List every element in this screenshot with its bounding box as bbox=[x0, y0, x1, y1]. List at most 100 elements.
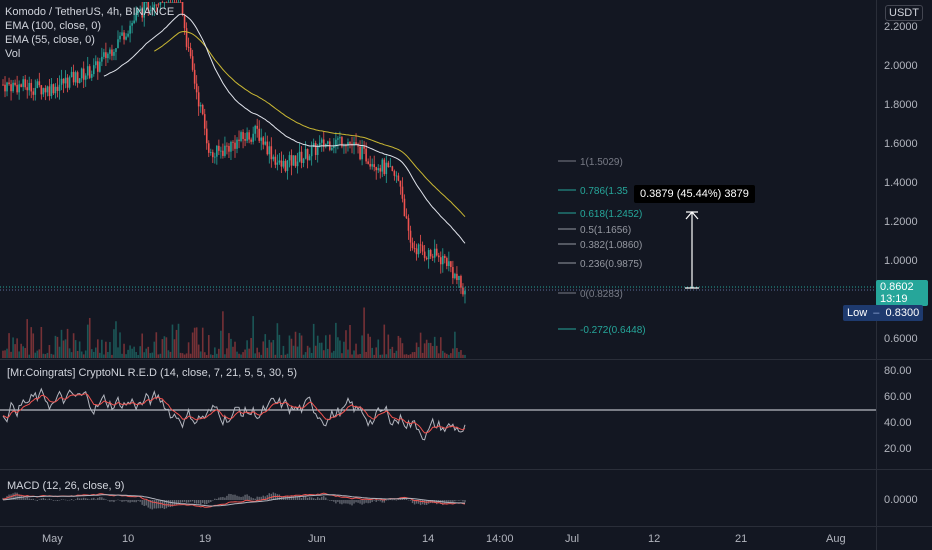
volume-bar bbox=[66, 328, 69, 358]
candle-body bbox=[260, 137, 263, 141]
time-axis[interactable]: May 10 19 Jun 14 14:00 Jul 12 21 Aug bbox=[42, 533, 846, 545]
macd-histogram-bar bbox=[300, 498, 303, 500]
candle-body bbox=[458, 275, 460, 281]
candle-body bbox=[147, 2, 150, 11]
macd-histogram-bar bbox=[111, 500, 113, 502]
candle-body bbox=[226, 145, 228, 147]
candle-body bbox=[191, 56, 194, 70]
volume-bar bbox=[119, 332, 121, 358]
candle-body bbox=[314, 143, 317, 155]
macd-histogram-bar bbox=[72, 500, 75, 501]
volume-bar bbox=[220, 330, 222, 358]
candle-body bbox=[32, 91, 35, 95]
macd-histogram-bar bbox=[99, 497, 101, 500]
candle-body bbox=[365, 148, 367, 162]
volume-bar bbox=[339, 340, 341, 358]
macd-axis[interactable]: 0.0000 bbox=[884, 494, 918, 506]
macd-histogram-bar bbox=[145, 500, 147, 506]
volume-bar bbox=[333, 350, 335, 358]
candle-body bbox=[30, 82, 33, 92]
rsi-axis[interactable]: 80.00 60.00 40.00 20.00 bbox=[884, 365, 912, 455]
measure-tool[interactable] bbox=[685, 211, 699, 289]
indicator-vol[interactable]: Vol bbox=[5, 48, 21, 60]
candle-body bbox=[36, 81, 39, 89]
candle-body bbox=[333, 146, 335, 149]
volume-bar bbox=[86, 324, 89, 358]
volume-bar bbox=[393, 352, 396, 358]
macd-histogram-bar bbox=[417, 500, 420, 504]
volume-bar bbox=[439, 337, 442, 358]
macd-histogram-bar bbox=[181, 500, 184, 503]
candle-body bbox=[437, 255, 440, 258]
macd-histogram-bar bbox=[12, 493, 14, 500]
candle-body bbox=[72, 71, 75, 83]
candle-body bbox=[407, 218, 410, 231]
candle-body bbox=[127, 33, 129, 37]
volume-bar bbox=[222, 311, 224, 358]
macd-histogram-bar bbox=[28, 498, 30, 500]
volume-bar bbox=[74, 340, 77, 358]
macd-histogram-bar bbox=[137, 500, 139, 501]
candle-body bbox=[411, 242, 414, 249]
fib-level-label: 0.236(0.9875) bbox=[580, 259, 642, 270]
candle-body bbox=[121, 32, 123, 36]
macd-histogram-bar bbox=[74, 499, 77, 500]
macd-histogram-bar bbox=[385, 500, 388, 501]
candle-body bbox=[175, 2, 178, 3]
candle-body bbox=[26, 87, 29, 91]
candle-body bbox=[290, 155, 293, 166]
macd-histogram-bar bbox=[230, 494, 232, 500]
macd-histogram-bar bbox=[24, 497, 26, 500]
candle-body bbox=[312, 143, 315, 147]
macd-histogram-bar bbox=[260, 496, 262, 500]
macd-histogram-bar bbox=[60, 499, 63, 500]
candle-body bbox=[193, 69, 196, 84]
volume-bar bbox=[48, 345, 51, 358]
volume-bar bbox=[129, 345, 131, 358]
volume-bar bbox=[437, 353, 440, 358]
rsi-panel-title[interactable]: [Mr.Coingrats] CryptoNL R.E.D (14, close… bbox=[7, 366, 297, 380]
volume-bar bbox=[244, 349, 246, 358]
candle-body bbox=[450, 261, 452, 268]
macd-panel-title[interactable]: MACD (12, 26, close, 9) bbox=[7, 479, 124, 493]
currency-badge[interactable]: USDT bbox=[885, 5, 923, 21]
candle-body bbox=[282, 160, 285, 167]
candle-body bbox=[34, 88, 37, 95]
candle-body bbox=[444, 255, 446, 259]
price-label: 2.2000 bbox=[884, 21, 918, 33]
volume-bar bbox=[260, 354, 263, 358]
last-price-value: 0.8602 bbox=[880, 281, 914, 293]
volume-bar bbox=[60, 329, 63, 358]
time-label: 21 bbox=[735, 533, 747, 545]
volume-bar bbox=[6, 348, 8, 358]
fib-retracement[interactable]: 1(1.5029) 0.786(1.35 0.618(1.2452) 0.5(1.16… bbox=[558, 157, 646, 336]
volume-bar bbox=[117, 347, 119, 358]
candle-body bbox=[316, 146, 319, 155]
candle-body bbox=[155, 4, 158, 6]
candle-body bbox=[143, 2, 146, 18]
candle-body bbox=[159, 2, 162, 5]
indicator-ema55[interactable]: EMA (55, close, 0) bbox=[5, 34, 95, 46]
candle-body bbox=[8, 82, 10, 85]
macd-histogram-bar bbox=[117, 499, 119, 501]
volume-bar bbox=[452, 348, 454, 358]
macd-histogram-bar bbox=[393, 499, 396, 501]
candle-body bbox=[66, 77, 69, 88]
volume-bar bbox=[105, 341, 107, 358]
volume-bar bbox=[292, 345, 295, 358]
volume-bar bbox=[133, 346, 135, 358]
macd-histogram-bar bbox=[208, 500, 210, 503]
time-label: 10 bbox=[122, 533, 134, 545]
symbol-title[interactable]: Komodo / TetherUS, 4h, BINANCE bbox=[5, 6, 175, 18]
indicator-ema100[interactable]: EMA (100, close, 0) bbox=[5, 20, 101, 32]
volume-bar bbox=[411, 352, 414, 358]
candle-body bbox=[452, 267, 454, 279]
price-axis[interactable]: 2.2000 2.0000 1.8000 1.6000 1.4000 1.200… bbox=[884, 21, 918, 345]
macd-histogram-bar bbox=[341, 500, 343, 505]
volume-bar bbox=[397, 335, 400, 358]
volume-bar bbox=[327, 348, 329, 358]
candle-body bbox=[268, 146, 271, 155]
volume-bar bbox=[290, 338, 293, 358]
ema-100-line bbox=[154, 30, 466, 218]
